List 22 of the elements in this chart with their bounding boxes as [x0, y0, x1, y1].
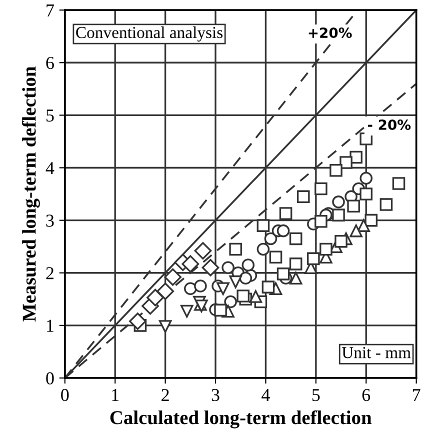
- y-tick-label: 6: [46, 56, 54, 70]
- x-tick-label: 1: [112, 389, 119, 401]
- x-tick-label: 7: [413, 389, 420, 401]
- x-tick-label: 0: [61, 388, 69, 402]
- x-tick-label: 5: [312, 389, 320, 402]
- y-tick-label: 2: [46, 267, 54, 280]
- y-tick-label: 5: [46, 110, 54, 122]
- y-axis-title: Measured long-term deflection: [22, 66, 40, 322]
- x-tick-label: 6: [362, 388, 370, 402]
- y-tick-label: 3: [46, 214, 54, 227]
- annotation: +20%: [308, 28, 352, 38]
- annotation: Conventional analysis: [76, 26, 223, 42]
- y-tick-label: 0: [46, 372, 54, 384]
- x-tick-label: 2: [162, 388, 169, 401]
- y-tick-label: 7: [46, 4, 54, 16]
- x-tick-label: 4: [262, 389, 270, 401]
- y-tick-label: 1: [47, 320, 54, 332]
- y-tick-label: 4: [46, 162, 54, 174]
- x-tick-label: 3: [212, 388, 220, 402]
- annotation: - 20%: [368, 119, 411, 130]
- annotation: Unit - mm: [342, 347, 411, 358]
- x-axis-title: Calculated long-term deflection: [110, 410, 372, 428]
